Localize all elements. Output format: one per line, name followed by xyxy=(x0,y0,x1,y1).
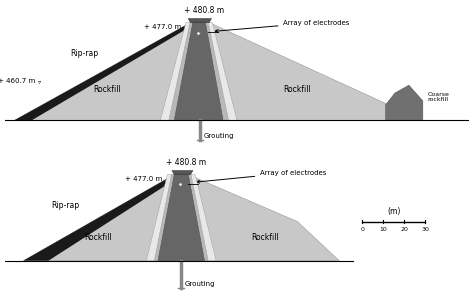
Text: Array of electrodes: Array of electrodes xyxy=(197,170,327,183)
Polygon shape xyxy=(205,22,237,120)
Polygon shape xyxy=(14,22,423,120)
Text: Rockfill: Rockfill xyxy=(283,85,311,94)
Text: 20: 20 xyxy=(400,227,408,232)
Polygon shape xyxy=(146,175,174,261)
Text: + 477.0 m: + 477.0 m xyxy=(144,24,181,30)
Polygon shape xyxy=(23,175,182,261)
Polygon shape xyxy=(169,22,193,120)
Text: (m): (m) xyxy=(387,207,401,216)
Polygon shape xyxy=(23,175,339,261)
Polygon shape xyxy=(14,22,198,120)
Text: Grouting: Grouting xyxy=(203,133,234,139)
Polygon shape xyxy=(160,22,193,120)
Polygon shape xyxy=(188,175,208,261)
Text: Core: Core xyxy=(186,73,204,82)
Text: Rip-rap: Rip-rap xyxy=(70,49,98,58)
Polygon shape xyxy=(174,22,223,120)
Text: Rockfill: Rockfill xyxy=(84,233,111,242)
Text: Grouting: Grouting xyxy=(185,281,216,287)
Text: + 460.7 m: + 460.7 m xyxy=(0,78,35,84)
Polygon shape xyxy=(158,175,204,261)
Polygon shape xyxy=(155,175,174,261)
Text: + 480.8 m: + 480.8 m xyxy=(184,6,225,15)
Text: + 477.0 m: + 477.0 m xyxy=(126,176,163,182)
Polygon shape xyxy=(188,175,216,261)
Text: $\triangledown$: $\triangledown$ xyxy=(37,80,42,86)
Text: 0: 0 xyxy=(361,227,365,232)
Polygon shape xyxy=(205,22,228,120)
Text: + 480.8 m: + 480.8 m xyxy=(166,158,206,168)
Text: 10: 10 xyxy=(380,227,387,232)
Text: $\triangledown$: $\triangledown$ xyxy=(172,182,177,188)
Text: Rip-rap: Rip-rap xyxy=(51,201,79,210)
Text: Coarse
rockfill: Coarse rockfill xyxy=(428,91,449,102)
Polygon shape xyxy=(386,85,423,120)
Text: Rockfill: Rockfill xyxy=(251,233,279,242)
Polygon shape xyxy=(188,19,211,22)
Polygon shape xyxy=(172,171,193,175)
Text: Core: Core xyxy=(173,221,190,230)
Text: 30: 30 xyxy=(421,227,429,232)
Text: Rockfill: Rockfill xyxy=(93,85,121,94)
Text: $\triangledown$: $\triangledown$ xyxy=(190,30,195,36)
Text: Array of electrodes: Array of electrodes xyxy=(215,19,350,32)
